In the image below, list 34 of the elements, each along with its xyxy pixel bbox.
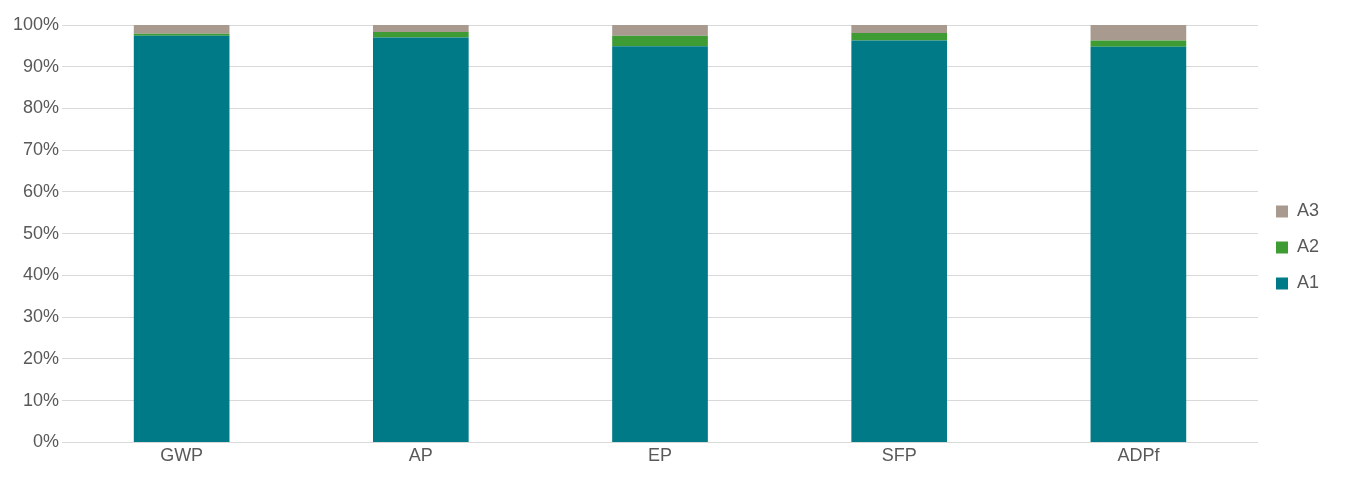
y-tick-label: 10% <box>23 389 60 410</box>
bar <box>612 46 708 442</box>
bar <box>372 37 469 442</box>
bar <box>1090 46 1187 442</box>
y-tick-label: 0% <box>33 431 60 452</box>
bar <box>851 32 948 41</box>
legend-label: A2 <box>1296 236 1320 257</box>
bar <box>372 32 469 38</box>
x-tick-label: ADPf <box>1117 445 1161 466</box>
y-tick-label: 70% <box>23 139 60 160</box>
y-tick-label: 90% <box>23 55 60 76</box>
bar <box>612 35 708 47</box>
y-tick-label: 80% <box>23 97 60 118</box>
bar <box>851 40 948 442</box>
y-tick-label: 60% <box>23 180 60 201</box>
bar <box>133 33 230 36</box>
y-tick-label: 100% <box>12 13 60 34</box>
y-tick-label: 30% <box>23 306 60 327</box>
x-tick-label: SFP <box>881 445 917 466</box>
x-tick-label: GWP <box>160 445 204 466</box>
bar <box>372 25 469 33</box>
x-tick-label: EP <box>648 445 673 466</box>
bar <box>133 25 230 34</box>
y-tick-label: 50% <box>23 222 60 243</box>
bar <box>612 25 708 36</box>
x-tick-label: AP <box>408 445 433 466</box>
legend-label: A3 <box>1296 200 1320 221</box>
legend-label: A1 <box>1296 272 1320 293</box>
y-tick-label: 20% <box>23 347 60 368</box>
y-tick-label: 40% <box>23 264 60 285</box>
bar <box>1090 25 1187 41</box>
bar <box>1090 40 1187 47</box>
bar <box>851 25 948 33</box>
bar <box>133 35 230 442</box>
